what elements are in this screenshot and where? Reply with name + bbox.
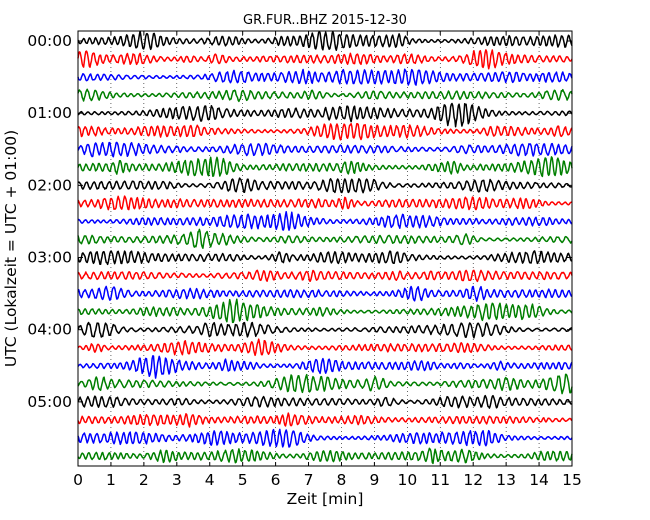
x-tick-label: 5 <box>238 471 248 489</box>
seismogram-trace <box>77 49 573 70</box>
plot-frame <box>77 30 573 467</box>
x-axis-ticks: 0 1 2 3 4 5 6 7 8 9 10 11 12 13 14 15 <box>73 31 582 489</box>
x-tick-label: 11 <box>430 471 450 489</box>
chart-title: GR.FUR..BHZ 2015-12-30 <box>243 13 407 28</box>
seismogram-trace <box>77 373 573 395</box>
seismogram-trace <box>77 298 573 324</box>
y-axis-ticks: 00:00 01:00 02:00 03:00 04:00 05:00 <box>27 32 572 411</box>
seismogram-trace <box>77 321 573 339</box>
x-axis-label: Zeit [min] <box>287 490 364 508</box>
y-tick-label: 03:00 <box>27 249 72 267</box>
seismogram-trace <box>77 210 573 231</box>
x-tick-label: 15 <box>562 471 582 489</box>
x-tick-label: 10 <box>397 471 417 489</box>
seismogram-trace <box>77 355 573 379</box>
y-tick-label: 01:00 <box>27 104 72 122</box>
seismogram-trace <box>77 428 573 448</box>
seismogram-trace <box>77 250 573 266</box>
seismogram-trace <box>77 338 573 357</box>
seismogram-trace <box>77 30 573 51</box>
x-tick-label: 8 <box>337 471 347 489</box>
seismogram-trace <box>77 285 573 302</box>
seismogram-trace <box>77 412 573 428</box>
seismogram-trace <box>77 68 573 86</box>
seismogram-trace <box>77 269 573 283</box>
seismogram-trace <box>77 195 573 211</box>
x-tick-label: 12 <box>463 471 483 489</box>
x-tick-label: 1 <box>106 471 116 489</box>
x-tick-label: 13 <box>496 471 516 489</box>
y-tick-label: 05:00 <box>27 393 72 411</box>
x-tick-label: 4 <box>205 471 215 489</box>
x-tick-label: 3 <box>172 471 182 489</box>
y-tick-label: 00:00 <box>27 32 72 50</box>
x-tick-label: 14 <box>529 471 549 489</box>
x-tick-label: 6 <box>271 471 281 489</box>
y-tick-label: 04:00 <box>27 321 72 339</box>
seismogram-trace <box>77 394 573 409</box>
seismogram-trace <box>77 102 573 128</box>
y-tick-label: 02:00 <box>27 176 72 194</box>
x-tick-label: 7 <box>304 471 314 489</box>
grid-lines <box>110 31 540 466</box>
x-tick-label: 0 <box>73 471 83 489</box>
seismogram-trace <box>77 141 573 158</box>
seismogram-trace <box>77 122 573 141</box>
x-tick-label: 9 <box>369 471 379 489</box>
seismogram-trace <box>77 88 573 103</box>
y-axis-label: UTC (Lokalzeit = UTC + 01:00) <box>2 130 20 367</box>
x-tick-label: 2 <box>139 471 149 489</box>
seismogram-trace <box>77 447 573 465</box>
seismogram-trace <box>77 156 573 178</box>
seismogram-trace <box>77 177 573 194</box>
seismogram-traces <box>77 30 573 465</box>
seismogram-trace <box>77 228 573 249</box>
